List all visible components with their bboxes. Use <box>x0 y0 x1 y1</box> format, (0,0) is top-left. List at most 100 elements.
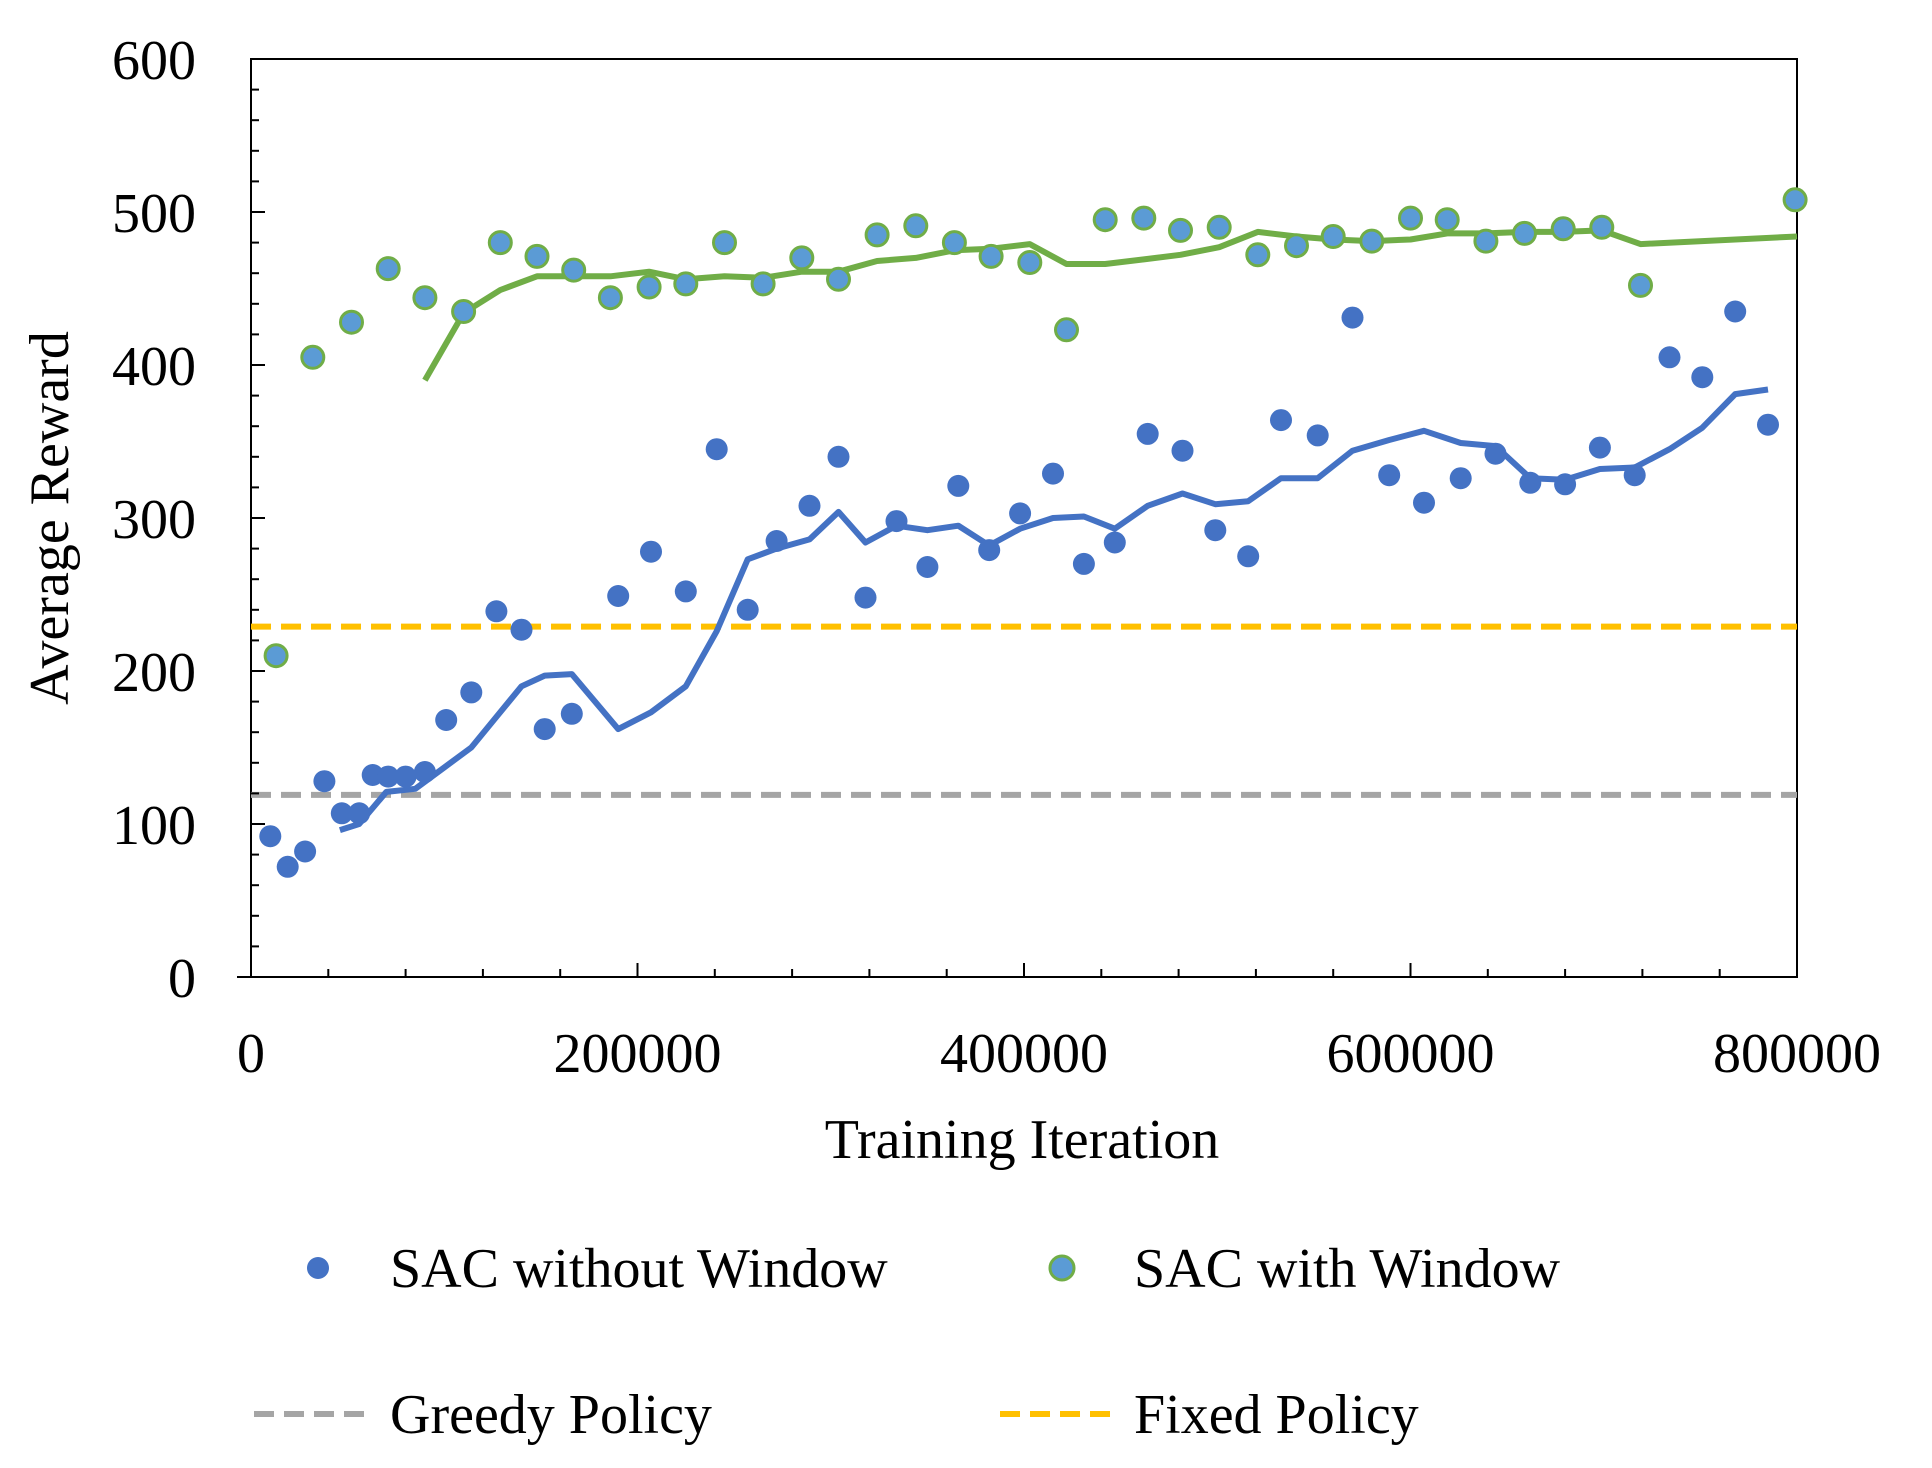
y-tick-label: 300 <box>112 489 196 551</box>
legend-marker-sac-with-window <box>1048 1254 1076 1282</box>
point-sac-with-window <box>597 285 623 311</box>
y-tick-label: 100 <box>112 795 196 857</box>
x-axis-title: Training Iteration <box>825 1109 1220 1171</box>
point-sac-without-window <box>510 618 533 641</box>
point-sac-with-window <box>1512 220 1537 246</box>
point-sac-with-window <box>1284 233 1309 259</box>
y-tick-label: 0 <box>168 948 196 1010</box>
legend-item-sac-with-window: SAC with Window <box>1048 1238 1561 1300</box>
point-sac-without-window <box>259 825 282 848</box>
point-sac-without-window <box>765 530 788 552</box>
point-sac-with-window <box>1206 214 1232 240</box>
point-sac-without-window <box>1136 422 1159 445</box>
point-sac-with-window <box>561 257 587 283</box>
point-sac-without-window <box>798 494 821 517</box>
point-sac-with-window <box>1589 214 1615 240</box>
legend-label-sac-without-window: SAC without Window <box>390 1238 888 1300</box>
point-sac-without-window <box>1724 300 1747 323</box>
point-sac-without-window <box>348 802 371 825</box>
x-tick-label: 600000 <box>1327 1023 1495 1085</box>
point-sac-without-window <box>330 802 353 825</box>
point-sac-with-window <box>978 243 1004 269</box>
point-sac-without-window <box>294 840 317 863</box>
point-sac-without-window <box>1042 462 1064 485</box>
point-sac-without-window <box>1484 442 1507 465</box>
point-sac-without-window <box>1378 464 1401 487</box>
point-sac-without-window <box>377 765 400 788</box>
point-sac-without-window <box>885 510 908 533</box>
point-sac-with-window <box>1168 217 1193 243</box>
point-sac-with-window <box>1550 216 1576 242</box>
point-sac-with-window <box>1473 228 1499 254</box>
point-sac-with-window <box>1398 205 1423 231</box>
point-sac-without-window <box>1103 531 1126 554</box>
markers <box>259 187 1808 878</box>
point-sac-with-window <box>451 299 477 324</box>
point-sac-without-window <box>1691 366 1714 389</box>
point-sac-without-window <box>1449 467 1472 490</box>
legend-label-sac-with-window: SAC with Window <box>1134 1238 1561 1300</box>
x-tick-labels: 0 200000 400000 600000 800000 <box>237 1023 1881 1085</box>
point-sac-without-window <box>313 770 336 793</box>
point-sac-without-window <box>1588 436 1611 459</box>
point-sac-with-window <box>1628 272 1653 298</box>
legend-label-greedy-policy: Greedy Policy <box>390 1384 712 1446</box>
point-sac-without-window <box>736 598 759 621</box>
point-sac-without-window <box>1009 502 1032 525</box>
axes <box>237 58 1798 978</box>
point-sac-without-window <box>1171 439 1194 462</box>
y-tick-label: 600 <box>112 30 196 92</box>
point-sac-without-window <box>827 445 850 468</box>
y-tick-label: 500 <box>112 183 196 245</box>
point-sac-without-window <box>1270 409 1292 432</box>
legend: SAC without Window SAC with Window Greed… <box>254 1238 1561 1446</box>
reference-lines <box>251 623 1797 798</box>
legend-item-sac-without-window: SAC without Window <box>307 1238 888 1300</box>
point-sac-with-window <box>1092 207 1118 233</box>
point-sac-without-window <box>1306 424 1329 447</box>
point-sac-without-window <box>413 761 436 783</box>
point-sac-without-window <box>276 855 299 878</box>
plot-area <box>237 58 1808 978</box>
trend-line-2 <box>338 386 1769 833</box>
y-tick-labels: 0 100 200 300 400 500 600 <box>112 30 196 1010</box>
point-sac-with-window <box>673 271 699 297</box>
point-sac-without-window <box>1237 545 1260 568</box>
point-sac-without-window <box>435 709 458 731</box>
point-sac-without-window <box>916 556 939 578</box>
point-sac-without-window <box>1658 346 1681 369</box>
point-sac-with-window <box>1320 224 1346 249</box>
point-sac-with-window <box>300 344 326 370</box>
point-sac-with-window <box>412 285 438 311</box>
point-sac-with-window <box>1017 250 1043 275</box>
point-sac-with-window <box>263 643 289 669</box>
point-sac-with-window <box>636 274 662 300</box>
point-sac-without-window <box>394 765 417 788</box>
point-sac-without-window <box>1413 491 1435 514</box>
point-sac-without-window <box>947 474 970 497</box>
legend-label-fixed-policy: Fixed Policy <box>1134 1384 1419 1446</box>
point-sac-with-window <box>1054 317 1079 343</box>
point-sac-without-window <box>705 438 728 461</box>
legend-item-greedy-policy: Greedy Policy <box>254 1384 712 1446</box>
point-sac-without-window <box>533 718 556 741</box>
point-sac-without-window <box>1519 471 1542 494</box>
x-tick-label: 200000 <box>554 1023 722 1085</box>
point-sac-with-window <box>1782 187 1808 213</box>
point-sac-without-window <box>1623 464 1646 487</box>
point-sac-with-window <box>826 266 851 292</box>
trend-lines <box>338 227 1798 833</box>
point-sac-without-window <box>1757 413 1779 436</box>
point-sac-without-window <box>640 540 662 563</box>
legend-item-fixed-policy: Fixed Policy <box>1000 1384 1419 1446</box>
point-sac-with-window <box>1359 228 1385 254</box>
point-sac-with-window <box>1245 242 1271 268</box>
point-sac-with-window <box>941 230 967 256</box>
point-sac-with-window <box>903 213 929 239</box>
point-sac-with-window <box>339 309 364 335</box>
point-sac-without-window <box>560 702 583 725</box>
point-sac-without-window <box>1554 473 1577 496</box>
point-sac-with-window <box>375 256 401 282</box>
point-sac-with-window <box>487 230 513 256</box>
